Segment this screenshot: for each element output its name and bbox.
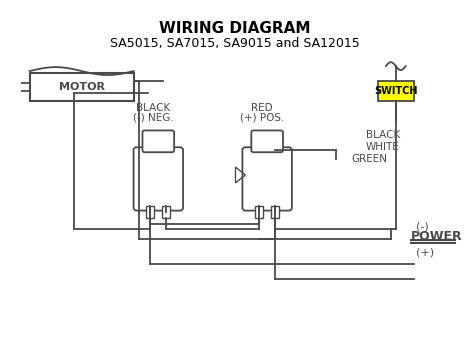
Text: RED: RED xyxy=(251,103,273,113)
Text: SA5015, SA7015, SA9015 and SA12015: SA5015, SA7015, SA9015 and SA12015 xyxy=(109,37,359,50)
FancyBboxPatch shape xyxy=(251,130,283,152)
FancyBboxPatch shape xyxy=(255,206,263,217)
FancyBboxPatch shape xyxy=(162,206,170,217)
Text: (-) NEG.: (-) NEG. xyxy=(133,112,174,122)
Text: GREEN: GREEN xyxy=(351,154,387,164)
FancyBboxPatch shape xyxy=(134,147,183,210)
FancyBboxPatch shape xyxy=(143,130,174,152)
FancyBboxPatch shape xyxy=(378,81,414,101)
Text: (+): (+) xyxy=(416,247,434,257)
FancyBboxPatch shape xyxy=(146,206,155,217)
Text: (-): (-) xyxy=(416,221,428,231)
Text: WHITE: WHITE xyxy=(366,142,400,152)
Text: (+) POS.: (+) POS. xyxy=(240,112,284,122)
Text: POWER: POWER xyxy=(410,230,462,243)
FancyBboxPatch shape xyxy=(30,73,134,101)
FancyBboxPatch shape xyxy=(271,206,279,217)
Text: SWITCH: SWITCH xyxy=(374,86,418,96)
Text: BLACK: BLACK xyxy=(136,103,171,113)
Text: MOTOR: MOTOR xyxy=(59,82,105,92)
Text: BLACK: BLACK xyxy=(366,130,401,140)
Text: WIRING DIAGRAM: WIRING DIAGRAM xyxy=(159,21,310,36)
FancyBboxPatch shape xyxy=(242,147,292,210)
